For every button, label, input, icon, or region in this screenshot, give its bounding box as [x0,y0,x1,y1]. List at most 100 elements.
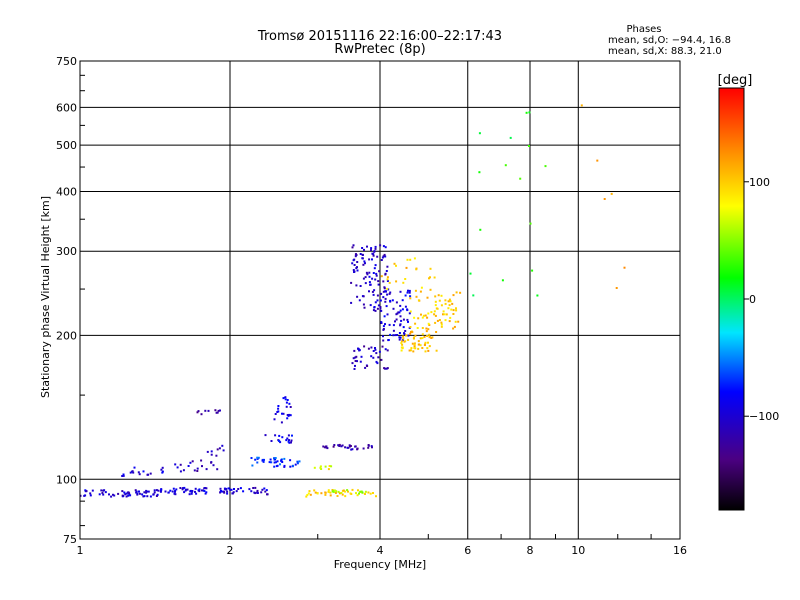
data-point [449,300,452,303]
data-point [364,490,367,493]
data-point [375,495,377,498]
data-point [356,360,358,363]
data-point [435,349,438,352]
data-point [428,324,431,326]
data-point [417,317,420,320]
data-point [273,461,276,464]
data-point [373,289,376,292]
data-point [367,444,370,447]
data-point [138,473,141,476]
data-point [279,441,282,444]
data-point [421,333,424,336]
stats-line-x: mean, sd,X: 88.3, 21.0 [608,46,722,57]
data-point [264,490,267,493]
data-point [227,487,230,490]
data-point [326,447,329,450]
data-point [340,445,343,448]
data-point [356,269,359,272]
data-point [137,471,140,474]
x-tick-label: 2 [227,544,234,557]
data-point [135,490,138,493]
data-point [129,494,132,497]
data-point [410,330,413,333]
data-point [161,470,164,473]
y-tick-label: 400 [56,185,77,198]
data-point [161,466,164,469]
x-tick-label: 16 [673,544,687,557]
data-point [350,493,353,495]
colorbar-tick-label: 100 [749,176,770,189]
data-point [143,491,146,494]
data-point [423,344,426,346]
data-point [398,336,401,339]
data-point [362,263,365,266]
data-point [322,445,325,448]
data-point [131,470,134,473]
x-tick-label: 6 [464,544,471,557]
data-point [216,411,219,414]
data-point [447,307,450,310]
data-point [380,292,383,295]
data-point [372,272,375,274]
data-point [285,439,288,442]
data-point [153,489,156,492]
data-point [278,440,281,442]
data-point [358,299,361,302]
data-point [401,308,404,311]
data-point [283,465,286,468]
data-point [129,471,132,474]
data-point [384,348,387,351]
data-point [274,458,277,461]
data-point [313,466,316,469]
data-point [194,487,197,490]
data-point [610,192,613,195]
chart-subtitle: RwPretec (8p) [334,42,425,57]
data-point [418,343,421,346]
data-point [123,491,126,494]
data-point [369,283,372,286]
data-point [280,459,283,462]
data-point [407,338,410,341]
data-point [198,488,201,491]
data-point [402,281,405,284]
data-point [313,489,316,492]
data-point [149,472,152,475]
data-point [325,446,327,448]
data-point [338,445,341,447]
data-point [457,320,460,323]
data-point [427,328,430,331]
data-point [104,491,107,494]
data-point [289,406,292,408]
data-point [274,413,277,415]
data-point [374,247,377,250]
data-point [346,489,349,492]
data-point [276,460,279,463]
data-point [362,295,365,298]
data-point [361,257,364,260]
data-point [374,264,377,267]
data-point [337,490,340,493]
data-point [455,291,458,294]
data-point [422,314,425,317]
data-point [366,273,369,276]
data-point [398,332,401,334]
data-point [434,304,437,307]
data-point [371,277,374,280]
data-point [401,343,404,346]
data-point [400,342,403,345]
data-point [121,494,124,497]
data-point [603,198,606,200]
data-point [455,307,457,310]
data-point [399,315,402,318]
data-point [306,494,309,496]
data-point [122,474,125,477]
data-point [448,298,451,301]
data-point [415,295,418,298]
data-point [189,490,192,493]
data-point [179,470,182,473]
data-point [623,266,626,269]
data-point [355,253,357,256]
data-point [395,301,398,304]
data-point [226,492,229,495]
